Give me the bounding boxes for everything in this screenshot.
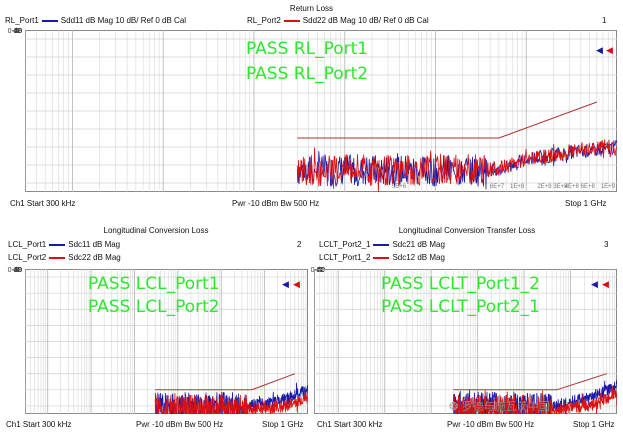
- legend-swatch-red: [283, 19, 300, 22]
- legend-name: LCL_Port1: [8, 240, 47, 249]
- pass-lcl-port1: PASS LCL_Port1: [88, 274, 220, 294]
- legend-name: RL_Port2: [247, 16, 281, 25]
- trace-LCLT_Port1_2: [453, 386, 617, 414]
- x-tick-label: 4E+8: [565, 184, 580, 190]
- pass-rl-port2: PASS RL_Port2: [246, 64, 369, 84]
- legend-trace: Sdd11 dB Mag 10 dB/ Ref 0 dB Cal: [60, 16, 187, 25]
- y-tick-label: 10: [14, 28, 22, 35]
- y-tick-label: -10: [11, 28, 22, 35]
- legend-trace: Sdc21 dB Mag: [392, 240, 445, 249]
- y-tick-label: 0 dB: [7, 28, 22, 35]
- x-tick-label: 2E+8: [537, 184, 552, 190]
- y-tick-label: -30: [11, 267, 22, 274]
- y-axis-labels: 10 0 dB -10 -20 -30 -40 -50 -60 -70: [0, 267, 24, 417]
- y-tick-label: 10: [14, 267, 22, 274]
- footer-stop: Stop 1 GHz: [565, 199, 607, 208]
- trace-RL_Port2: [296, 139, 617, 192]
- legend-name: LCL_Port2: [8, 253, 47, 262]
- footer-power: Pwr -10 dBm Bw 500 Hz: [136, 420, 224, 429]
- legend-swatch-red: [49, 256, 66, 259]
- footer-stop: Stop 1 GHz: [262, 420, 304, 429]
- legend-name: LCLT_Port1_2: [319, 253, 371, 262]
- y-tick-label: -30: [11, 28, 22, 35]
- legend-trace: Sdc22 dB Mag: [68, 253, 121, 262]
- return-loss-plot: 5E+6 6E+7 1E+8 2E+8 3E+84E+8 6E+8 1E+9: [25, 30, 617, 192]
- footer-power: Pwr -10 dBm Bw 500 Hz: [447, 420, 535, 429]
- watermark-text: 罗德与施瓦茨中国: [461, 400, 550, 413]
- footer-start: Ch1 Start 300 kHz: [6, 420, 72, 429]
- x-tick-label: 1E+9: [601, 184, 616, 190]
- footer-start: Ch1 Start 300 kHz: [317, 420, 383, 429]
- y-tick-label: -70: [11, 267, 22, 274]
- marker-blue-icon: ◀: [596, 45, 603, 55]
- legend-swatch-red: [373, 256, 390, 259]
- lclt-plot: [314, 269, 617, 414]
- y-tick-label: -50: [11, 28, 22, 35]
- lcl-panel: Longitudinal Conversion Loss LCL_Port1 Sd…: [0, 220, 312, 434]
- x-tick-label: 3E+8: [553, 184, 568, 190]
- channel-number: 3: [604, 240, 609, 249]
- return-loss-panel: Return Loss RL_Port1 Sdd11 dB Mag 10 dB/ …: [0, 0, 623, 215]
- marker-blue-icon: ◀: [282, 279, 289, 289]
- channel-number: 2: [297, 240, 302, 249]
- y-tick-label: -60: [11, 28, 22, 35]
- watermark: ❂ 罗德与施瓦茨中国: [449, 398, 550, 414]
- x-tick-label: 5E+6: [392, 184, 407, 190]
- marker-red-icon: ◀: [602, 279, 609, 289]
- legend-rl-port2: RL_Port2 Sdd22 dB Mag 10 dB/ Ref 0 dB Cal: [247, 16, 429, 26]
- y-tick-label: -40: [11, 267, 22, 274]
- limit-line: [453, 373, 607, 391]
- return-loss-title: Return Loss: [289, 4, 334, 13]
- marker-blue-icon: ◀: [591, 279, 598, 289]
- legend-trace: Sdd22 dB Mag 10 dB/ Ref 0 dB Cal: [302, 16, 429, 25]
- x-tick-label: 1E+8: [510, 184, 525, 190]
- y-tick-label: -20: [11, 28, 22, 35]
- lclt-title: Longitudinal Conversion Transfer Loss: [398, 226, 536, 235]
- y-tick-label: -50: [11, 267, 22, 274]
- y-tick-label: -40: [11, 28, 22, 35]
- footer-start: Ch1 Start 300 kHz: [10, 199, 76, 208]
- legend-swatch-blue: [49, 243, 66, 246]
- y-tick-label: -20: [11, 267, 22, 274]
- marker-red-icon: ◀: [606, 45, 613, 55]
- y-tick-label: -70: [11, 28, 22, 35]
- pass-rl-port1: PASS RL_Port1: [246, 39, 369, 59]
- legend-swatch-blue: [41, 19, 58, 22]
- channel-number: 1: [602, 16, 607, 25]
- pass-lclt-port1-2: PASS LCLT_Port1_2: [381, 274, 540, 294]
- legend-swatch-blue: [373, 243, 390, 246]
- legend-trace: Sdc12 dB Mag: [392, 253, 445, 262]
- legend-lclt-port1-2: LCLT_Port1_2 Sdc12 dB Mag: [319, 253, 445, 263]
- pass-lcl-port2: PASS LCL_Port2: [88, 297, 220, 317]
- lcl-title: Longitudinal Conversion Loss: [103, 226, 209, 235]
- lcl-plot: [25, 269, 308, 414]
- y-tick-label: 0 dB: [7, 267, 22, 274]
- legend-lclt-port2-1: LCLT_Port2_1 Sdc21 dB Mag: [319, 240, 445, 250]
- wechat-icon: ❂: [449, 400, 459, 413]
- y-tick-label: 0 dB: [310, 267, 325, 274]
- footer-power: Pwr -10 dBm Bw 500 Hz: [232, 199, 320, 208]
- y-tick-label: 10: [317, 267, 325, 274]
- legend-rl-port1: RL_Port1 Sdd11 dB Mag 10 dB/ Ref 0 dB Cal: [5, 16, 186, 26]
- legend-name: RL_Port1: [5, 16, 39, 25]
- legend-lcl-port2: LCL_Port2 Sdc22 dB Mag: [8, 253, 121, 263]
- legend-trace: Sdc11 dB Mag: [68, 240, 121, 249]
- x-tick-label: 6E+7: [490, 184, 505, 190]
- marker-red-icon: ◀: [293, 279, 300, 289]
- y-tick-label: -10: [11, 267, 22, 274]
- lclt-panel: Longitudinal Conversion Transfer Loss LC…: [311, 220, 623, 434]
- limit-line: [297, 101, 598, 139]
- footer-stop: Stop 1 GHz: [573, 420, 615, 429]
- y-tick-label: -60: [11, 267, 22, 274]
- legend-name: LCLT_Port2_1: [319, 240, 371, 249]
- x-tick-label: 6E+8: [581, 184, 596, 190]
- limit-line: [155, 373, 296, 391]
- y-axis-labels: 10 0 dB -10 -20 -30 -40 -50 -60 -70: [0, 28, 24, 193]
- legend-lcl-port1: LCL_Port1 Sdc11 dB Mag: [8, 240, 120, 250]
- trace-LCL_Port2: [154, 392, 308, 414]
- pass-lclt-port2-1: PASS LCLT_Port2_1: [381, 297, 540, 317]
